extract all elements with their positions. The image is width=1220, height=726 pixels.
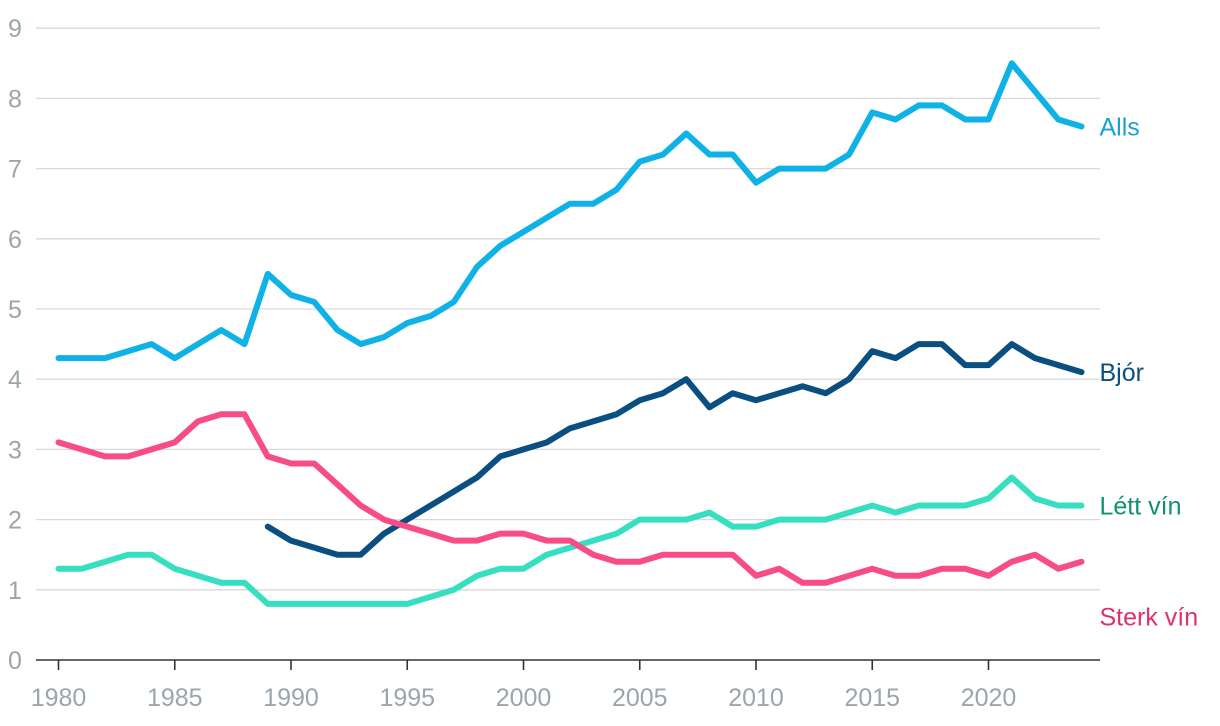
y-tick-label-1: 1	[8, 577, 22, 605]
x-tick-label-2010: 2010	[728, 684, 784, 712]
y-tick-label-5: 5	[8, 296, 22, 324]
series-lines	[55, 60, 1085, 607]
y-axis-tick-labels: 0 1 2 3 4 5 6 7 8 9	[8, 15, 22, 675]
x-tick-label-2015: 2015	[844, 684, 900, 712]
x-tick-label-2005: 2005	[612, 684, 668, 712]
x-tick-label-2020: 2020	[961, 684, 1017, 712]
x-tick-label-1985: 1985	[147, 684, 203, 712]
series-labels: Alls Bjór Létt vín Sterk vín	[1100, 113, 1199, 631]
y-tick-label-0: 0	[8, 647, 22, 675]
y-tick-label-3: 3	[8, 436, 22, 464]
series-line-alls	[55, 60, 1085, 362]
gridlines	[36, 27, 1100, 591]
x-tick-label-2000: 2000	[496, 684, 552, 712]
y-tick-label-9: 9	[8, 15, 22, 43]
series-label-bjor: Bjór	[1100, 359, 1144, 387]
x-tick-label-1995: 1995	[379, 684, 435, 712]
y-tick-label-4: 4	[8, 366, 22, 394]
y-tick-label-7: 7	[8, 156, 22, 184]
series-line-sterk-vin	[55, 411, 1085, 586]
x-axis-tick-labels: 1980 1985 1990 1995 2000 2005 2010 2015 2020	[31, 684, 1017, 712]
y-tick-label-6: 6	[8, 226, 22, 254]
series-line-lett-vin	[55, 474, 1085, 607]
y-tick-label-8: 8	[8, 85, 22, 113]
x-axis	[36, 659, 1100, 670]
x-tick-label-1980: 1980	[31, 684, 87, 712]
series-label-alls: Alls	[1100, 113, 1140, 141]
x-tick-label-1990: 1990	[263, 684, 319, 712]
y-tick-label-2: 2	[8, 507, 22, 535]
series-label-sterk-vin: Sterk vín	[1100, 604, 1199, 632]
series-line-bjor	[264, 341, 1085, 558]
series-label-lett-vin: Létt vín	[1100, 493, 1182, 521]
